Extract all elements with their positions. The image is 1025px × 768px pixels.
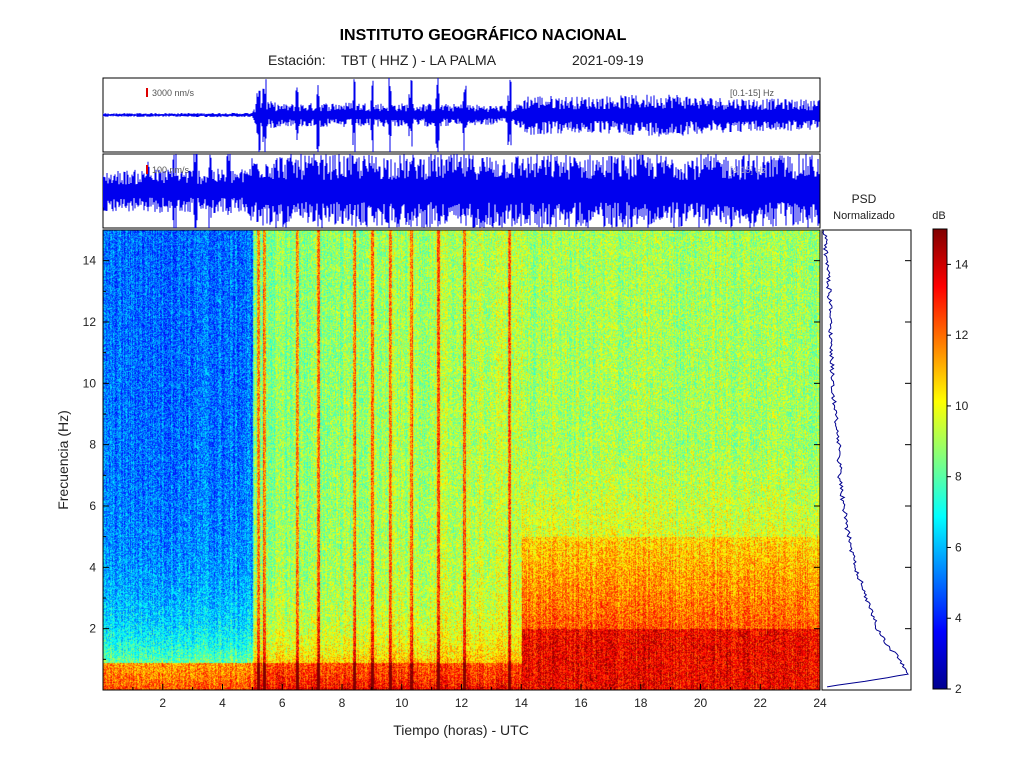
x-tick-label-22: 22 [754, 696, 768, 710]
y-axis-label: Frecuencia (Hz) [55, 410, 71, 510]
seismogram-filtered-panel: 100 nm/s [4-15] Hz [102, 153, 821, 229]
scale-marker-filtered [146, 165, 148, 174]
x-tick-label-16: 16 [574, 696, 588, 710]
psd-panel: PSD Normalizado [821, 192, 912, 691]
filter-label-raw: [0.1-15] Hz [730, 88, 775, 98]
y-tick-label-6: 6 [89, 499, 96, 513]
trace-path [103, 78, 820, 152]
x-tick-label-6: 6 [279, 696, 286, 710]
x-tick-label-14: 14 [515, 696, 529, 710]
station-name: TBT ( HHZ ) - LA PALMA [341, 52, 497, 68]
station-prefix: Estación: [268, 52, 326, 68]
colorbar-tick-label-14: 14 [955, 257, 969, 271]
colorbar: dB 2 4 6 8 10 12 14 [932, 210, 968, 696]
psd-ticks [905, 260, 911, 630]
colorbar-tick-label-8: 8 [955, 470, 962, 484]
psd-subtitle: Normalizado [833, 210, 895, 222]
colorbar-scale [932, 228, 948, 690]
y-tick-label-10: 10 [83, 376, 97, 390]
y-tick-label-8: 8 [89, 438, 96, 452]
x-tick-label-24: 24 [813, 696, 827, 710]
psd-title: PSD [852, 192, 877, 206]
spectrogram-canvas [103, 230, 820, 690]
y-axis: 2 4 6 8 10 12 14 [83, 254, 820, 660]
psd-frame [821, 229, 912, 691]
trace-path [103, 154, 820, 228]
seismogram-filtered-trace [103, 154, 820, 228]
colorbar-tick-label-10: 10 [955, 399, 969, 413]
x-tick-label-2: 2 [159, 696, 166, 710]
colorbar-tick-label-6: 6 [955, 540, 962, 554]
colorbar-tick-label-4: 4 [955, 611, 962, 625]
y-tick-label-2: 2 [89, 622, 96, 636]
x-tick-label-4: 4 [219, 696, 226, 710]
seismogram-raw-panel: 3000 nm/s [0.1-15] Hz [102, 77, 821, 153]
scale-marker-raw [146, 88, 148, 97]
colorbar-label: dB [932, 210, 945, 222]
colorbar-tick-label-12: 12 [955, 328, 969, 342]
x-axis: 2 4 6 8 10 12 14 16 18 20 22 24 [132, 684, 827, 710]
x-tick-label-12: 12 [455, 696, 469, 710]
figure-title: INSTITUTO GEOGRÁFICO NACIONAL [339, 27, 627, 44]
spectrogram-holder [103, 230, 820, 690]
x-axis-label: Tiempo (horas) - UTC [393, 722, 529, 738]
x-tick-label-18: 18 [634, 696, 648, 710]
y-tick-label-12: 12 [83, 315, 97, 329]
filter-label-filtered: [4-15] Hz [730, 165, 767, 175]
y-tick-label-4: 4 [89, 560, 96, 574]
x-tick-label-10: 10 [395, 696, 409, 710]
colorbar-ticks: 2 4 6 8 10 12 14 [947, 257, 969, 696]
x-tick-label-8: 8 [339, 696, 346, 710]
seismogram-raw-trace [103, 78, 820, 152]
scale-label-raw: 3000 nm/s [152, 88, 195, 98]
y-tick-label-14: 14 [83, 254, 97, 268]
scale-label-filtered: 100 nm/s [152, 165, 190, 175]
colorbar-tick-label-2: 2 [955, 682, 962, 696]
date-label: 2021-09-19 [572, 52, 644, 68]
x-tick-label-20: 20 [694, 696, 708, 710]
psd-curve [822, 230, 909, 688]
